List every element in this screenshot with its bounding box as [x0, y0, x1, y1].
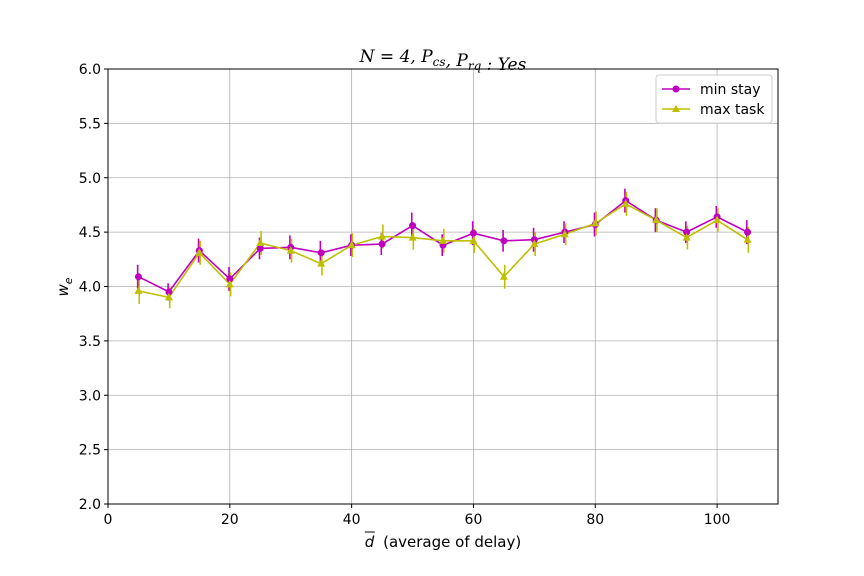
- data-point-min-stay: [683, 228, 691, 236]
- y-tick-label: 3.0: [79, 388, 101, 404]
- data-point-max-task: [378, 231, 387, 240]
- y-axis-label: we: [54, 277, 75, 296]
- data-point-max-task: [591, 218, 600, 227]
- data-point-max-task: [560, 229, 569, 238]
- y-axis-subscript: e: [62, 277, 75, 284]
- data-point-max-task: [530, 239, 539, 248]
- x-tick-label: 60: [465, 512, 483, 528]
- data-point-min-stay: [409, 222, 417, 230]
- x-axis-label: d (average of delay): [365, 533, 521, 551]
- series-markers: [134, 197, 752, 301]
- legend-marker-min-stay: [672, 85, 680, 93]
- y-axis-ticks: 2.0 2.5 3.0 3.5 4.0 4.5 5.0 5.5 6.0: [79, 62, 108, 513]
- y-tick-label: 3.5: [79, 334, 101, 350]
- chart-title: N = 4, Pcs, Prq : Yes: [359, 47, 527, 75]
- data-point-max-task: [256, 238, 265, 246]
- x-tick-label: 20: [221, 512, 239, 528]
- x-axis-ticks: 0 20 40 60 80 100: [104, 504, 731, 528]
- x-axis-symbol: d: [365, 533, 375, 551]
- y-tick-label: 6.0: [79, 62, 101, 78]
- data-point-max-task: [439, 236, 447, 244]
- data-point-max-task: [164, 292, 173, 301]
- data-point-min-stay: [500, 237, 508, 245]
- y-axis-symbol: w: [54, 284, 72, 297]
- y-tick-label: 2.5: [79, 443, 101, 459]
- data-point-min-stay: [317, 249, 325, 257]
- y-tick-label: 5.5: [79, 116, 101, 132]
- legend: min stay max task: [655, 74, 773, 124]
- legend-label-max-task: max task: [700, 102, 765, 118]
- data-point-max-task: [682, 233, 691, 241]
- data-point-max-task: [317, 259, 326, 267]
- y-tick-label: 4.5: [79, 225, 101, 241]
- data-point-max-task: [743, 235, 752, 243]
- data-point-min-stay: [226, 275, 234, 283]
- legend-label-min-stay: min stay: [700, 82, 761, 98]
- y-tick-label: 2.0: [79, 497, 101, 513]
- data-point-max-task: [621, 199, 630, 207]
- data-point-max-task: [195, 248, 204, 256]
- data-point-max-task: [134, 286, 143, 294]
- data-point-min-stay: [469, 229, 477, 237]
- data-point-min-stay: [165, 288, 173, 296]
- data-point-max-task: [347, 240, 356, 249]
- y-tick-label: 5.0: [79, 171, 101, 187]
- data-point-min-stay: [134, 273, 142, 281]
- x-tick-label: 40: [343, 512, 361, 528]
- data-point-min-stay: [256, 244, 264, 252]
- data-point-max-task: [408, 233, 417, 241]
- legend-box: [655, 74, 773, 124]
- data-point-min-stay: [378, 240, 386, 248]
- data-point-max-task: [225, 279, 234, 288]
- legend-marker-max-task: [672, 105, 680, 112]
- x-tick-label: 0: [104, 512, 113, 528]
- grid: [107, 68, 778, 505]
- data-point-min-stay: [744, 228, 752, 236]
- data-point-max-task: [652, 215, 661, 224]
- data-point-max-task: [469, 236, 478, 244]
- x-tick-label: 80: [586, 512, 604, 528]
- data-point-max-task: [286, 246, 295, 254]
- y-tick-label: 4.0: [79, 280, 101, 296]
- x-axis-label-text: (average of delay): [383, 533, 521, 551]
- data-point-max-task: [713, 215, 722, 224]
- x-tick-label: 100: [704, 512, 731, 528]
- data-point-max-task: [499, 272, 508, 280]
